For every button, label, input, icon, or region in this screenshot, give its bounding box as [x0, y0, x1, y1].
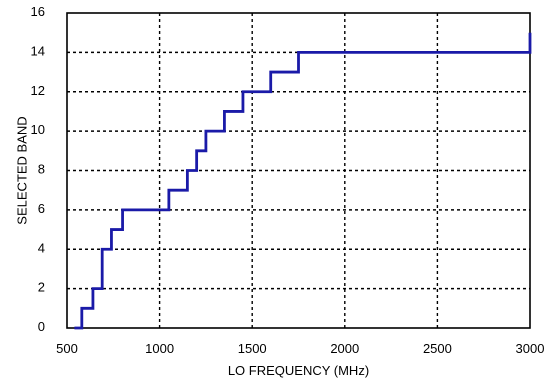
y-axis-tick-labels: 0 2 4 6 8 10 12 14 16	[31, 4, 45, 334]
y-tick-label: 14	[31, 43, 45, 58]
x-tick-label: 2000	[330, 341, 359, 356]
y-tick-label: 4	[38, 240, 45, 255]
x-tick-label: 2500	[423, 341, 452, 356]
y-axis-title: SELECTED BAND	[15, 116, 30, 224]
y-tick-label: 6	[38, 201, 45, 216]
y-tick-label: 2	[38, 280, 45, 295]
plot-area-frame	[66, 12, 531, 329]
y-tick-label: 10	[31, 122, 45, 137]
y-tick-label: 0	[38, 319, 45, 334]
y-tick-label: 12	[31, 83, 45, 98]
series-group	[74, 32, 532, 330]
x-tick-label: 1500	[238, 341, 267, 356]
x-axis-title: LO FREQUENCY (MHz)	[228, 363, 369, 378]
x-tick-label: 1000	[145, 341, 174, 356]
y-tick-label: 16	[31, 4, 45, 19]
x-tick-label: 3000	[516, 341, 545, 356]
x-axis-tick-labels: 500 1000 1500 2000 2500 3000	[56, 341, 544, 356]
y-tick-label: 8	[38, 162, 45, 177]
series-line	[74, 32, 532, 330]
x-tick-label: 500	[56, 341, 78, 356]
